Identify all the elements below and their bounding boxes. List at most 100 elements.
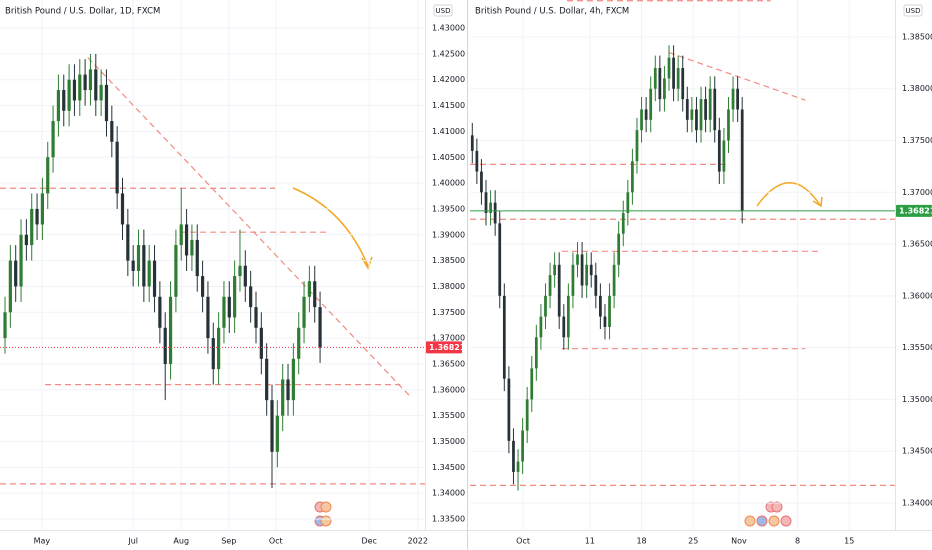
- candle-body: [286, 379, 290, 401]
- candle-body: [470, 135, 474, 151]
- candle-body: [521, 430, 524, 462]
- candle-body: [594, 275, 598, 296]
- currency-box: [433, 4, 453, 17]
- y-tick-label: 1.40000: [432, 179, 465, 188]
- x-tick-label: Oct: [516, 537, 530, 546]
- y-tick-label: 1.41500: [432, 101, 465, 110]
- candle-body: [72, 79, 77, 101]
- candle-body: [566, 295, 570, 338]
- y-tick-label: 1.37500: [432, 308, 465, 317]
- candle-body: [631, 161, 634, 193]
- candle-body: [8, 260, 12, 313]
- candle-body: [275, 415, 279, 452]
- candle-body: [126, 224, 130, 261]
- y-tick-label: 1.37500: [902, 136, 932, 145]
- candle-body: [603, 316, 607, 327]
- x-tick-label: Aug: [173, 537, 189, 546]
- candle-body: [727, 109, 730, 141]
- x-tick-label: 2022: [408, 537, 428, 546]
- currency-label: USD: [436, 7, 451, 15]
- y-tick-label: 1.35000: [432, 437, 465, 446]
- candle-body: [663, 78, 666, 100]
- candle-body: [307, 281, 311, 297]
- candle-body: [40, 193, 45, 225]
- candle-body: [589, 264, 593, 276]
- x-tick-label: Oct: [269, 537, 283, 546]
- y-tick-label: 1.41000: [432, 127, 465, 136]
- candle-body: [254, 307, 258, 328]
- candle-body: [200, 276, 205, 297]
- candle-body: [635, 130, 639, 162]
- candle-body: [685, 99, 689, 120]
- candle-body: [94, 69, 98, 101]
- candle-body: [553, 264, 557, 276]
- candle-body: [51, 121, 55, 158]
- chart-title: British Pound / U.S. Dollar, 1D, FXCM: [5, 7, 160, 17]
- y-tick-label: 1.36000: [432, 385, 465, 394]
- candle-body: [24, 234, 28, 246]
- y-tick-label: 1.34000: [902, 498, 932, 507]
- candle-body: [484, 192, 488, 214]
- candle-body: [626, 192, 630, 214]
- candle-body: [621, 213, 625, 234]
- candle-body: [585, 264, 589, 286]
- y-tick-label: 1.35500: [432, 411, 465, 420]
- y-tick-label: 1.37000: [432, 334, 465, 343]
- candle-body: [498, 223, 502, 296]
- candle-body: [195, 239, 199, 277]
- y-tick-label: 1.38500: [432, 256, 465, 265]
- candle-body: [681, 68, 685, 100]
- candle-body: [83, 74, 87, 91]
- candle-body: [243, 265, 247, 287]
- candle-body: [249, 286, 253, 308]
- x-tick-label: May: [34, 537, 51, 546]
- candle-body: [265, 358, 269, 401]
- candle-body: [649, 88, 653, 120]
- y-tick-label: 1.36000: [902, 291, 932, 300]
- candle-body: [281, 379, 285, 416]
- x-tick-label: Jul: [127, 537, 138, 546]
- y-tick-label: 1.43000: [432, 24, 465, 33]
- candle-body: [539, 316, 543, 338]
- candle-body: [30, 208, 34, 246]
- candle-body: [19, 234, 23, 287]
- chart-title: British Pound / U.S. Dollar, 4h, FXCM: [475, 7, 629, 17]
- candle-body: [206, 296, 210, 339]
- last-price-label: 1.36821: [899, 206, 932, 215]
- candle-body: [516, 461, 520, 472]
- candle-body: [142, 245, 146, 287]
- candle-body: [534, 337, 538, 369]
- candle-body: [676, 68, 680, 89]
- candle-body: [512, 440, 515, 472]
- x-tick-label: Sep: [221, 537, 236, 546]
- candle-body: [99, 84, 103, 101]
- candle-body: [211, 338, 215, 370]
- candle-body: [507, 378, 511, 441]
- last-price-label: 1.36821: [429, 343, 466, 352]
- currency-label: USD: [906, 7, 921, 15]
- candle-body: [580, 254, 584, 286]
- candle-body: [14, 260, 18, 287]
- candle-body: [62, 90, 66, 111]
- y-tick-label: 1.38000: [432, 282, 465, 291]
- candle-body: [480, 171, 483, 193]
- candle-body: [259, 327, 263, 359]
- candle-body: [658, 68, 662, 100]
- candle-body: [222, 296, 226, 328]
- y-tick-label: 1.35000: [902, 395, 932, 404]
- candle-body: [713, 88, 717, 131]
- candle-body: [270, 400, 274, 452]
- candle-body: [562, 316, 566, 338]
- candle-body: [35, 208, 39, 225]
- candle-body: [502, 295, 506, 379]
- y-tick-label: 1.35500: [902, 343, 932, 352]
- candle-body: [184, 224, 189, 256]
- plot-area: [470, 0, 895, 530]
- x-tick-label: Nov: [731, 537, 747, 546]
- candle-body: [717, 130, 721, 172]
- candle-body: [3, 312, 7, 339]
- candle-body: [736, 88, 739, 110]
- candle-body: [557, 264, 561, 317]
- candle-body: [318, 307, 322, 348]
